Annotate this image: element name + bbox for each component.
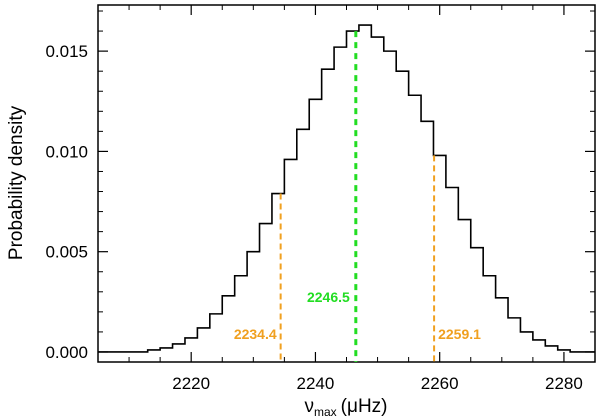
x-axis-label: νmax (μHz) [305, 396, 388, 419]
marker-label: 2259.1 [438, 326, 481, 342]
tick-layer [97, 5, 596, 362]
marker-layer: 2246.5 2234.4 2259.1 [234, 31, 481, 362]
y-tick-label: 0.015 [45, 42, 88, 61]
x-axis-label-unit: (μHz) [341, 396, 388, 417]
histogram-line [98, 24, 595, 353]
x-axis-label-subscript: max [314, 405, 337, 419]
y-tick-label: 0.010 [45, 142, 88, 161]
y-tick-label: 0.000 [45, 343, 88, 362]
plot-frame [97, 4, 596, 363]
x-tick-label: 2280 [545, 374, 583, 393]
marker-label: 2234.4 [234, 326, 277, 342]
x-tick-label: 2220 [172, 374, 210, 393]
histogram-layer [98, 24, 595, 353]
x-axis-label-symbol: ν [305, 396, 315, 417]
y-tick-label: 0.005 [45, 243, 88, 262]
tick-label-layer: 2220 2240 2260 2280 0.000 0.005 0.010 0.015 [45, 42, 582, 393]
marker-label: 2246.5 [307, 289, 350, 305]
y-axis-label: Probability density [6, 105, 27, 260]
x-tick-label: 2260 [421, 374, 459, 393]
x-tick-label: 2240 [297, 374, 335, 393]
